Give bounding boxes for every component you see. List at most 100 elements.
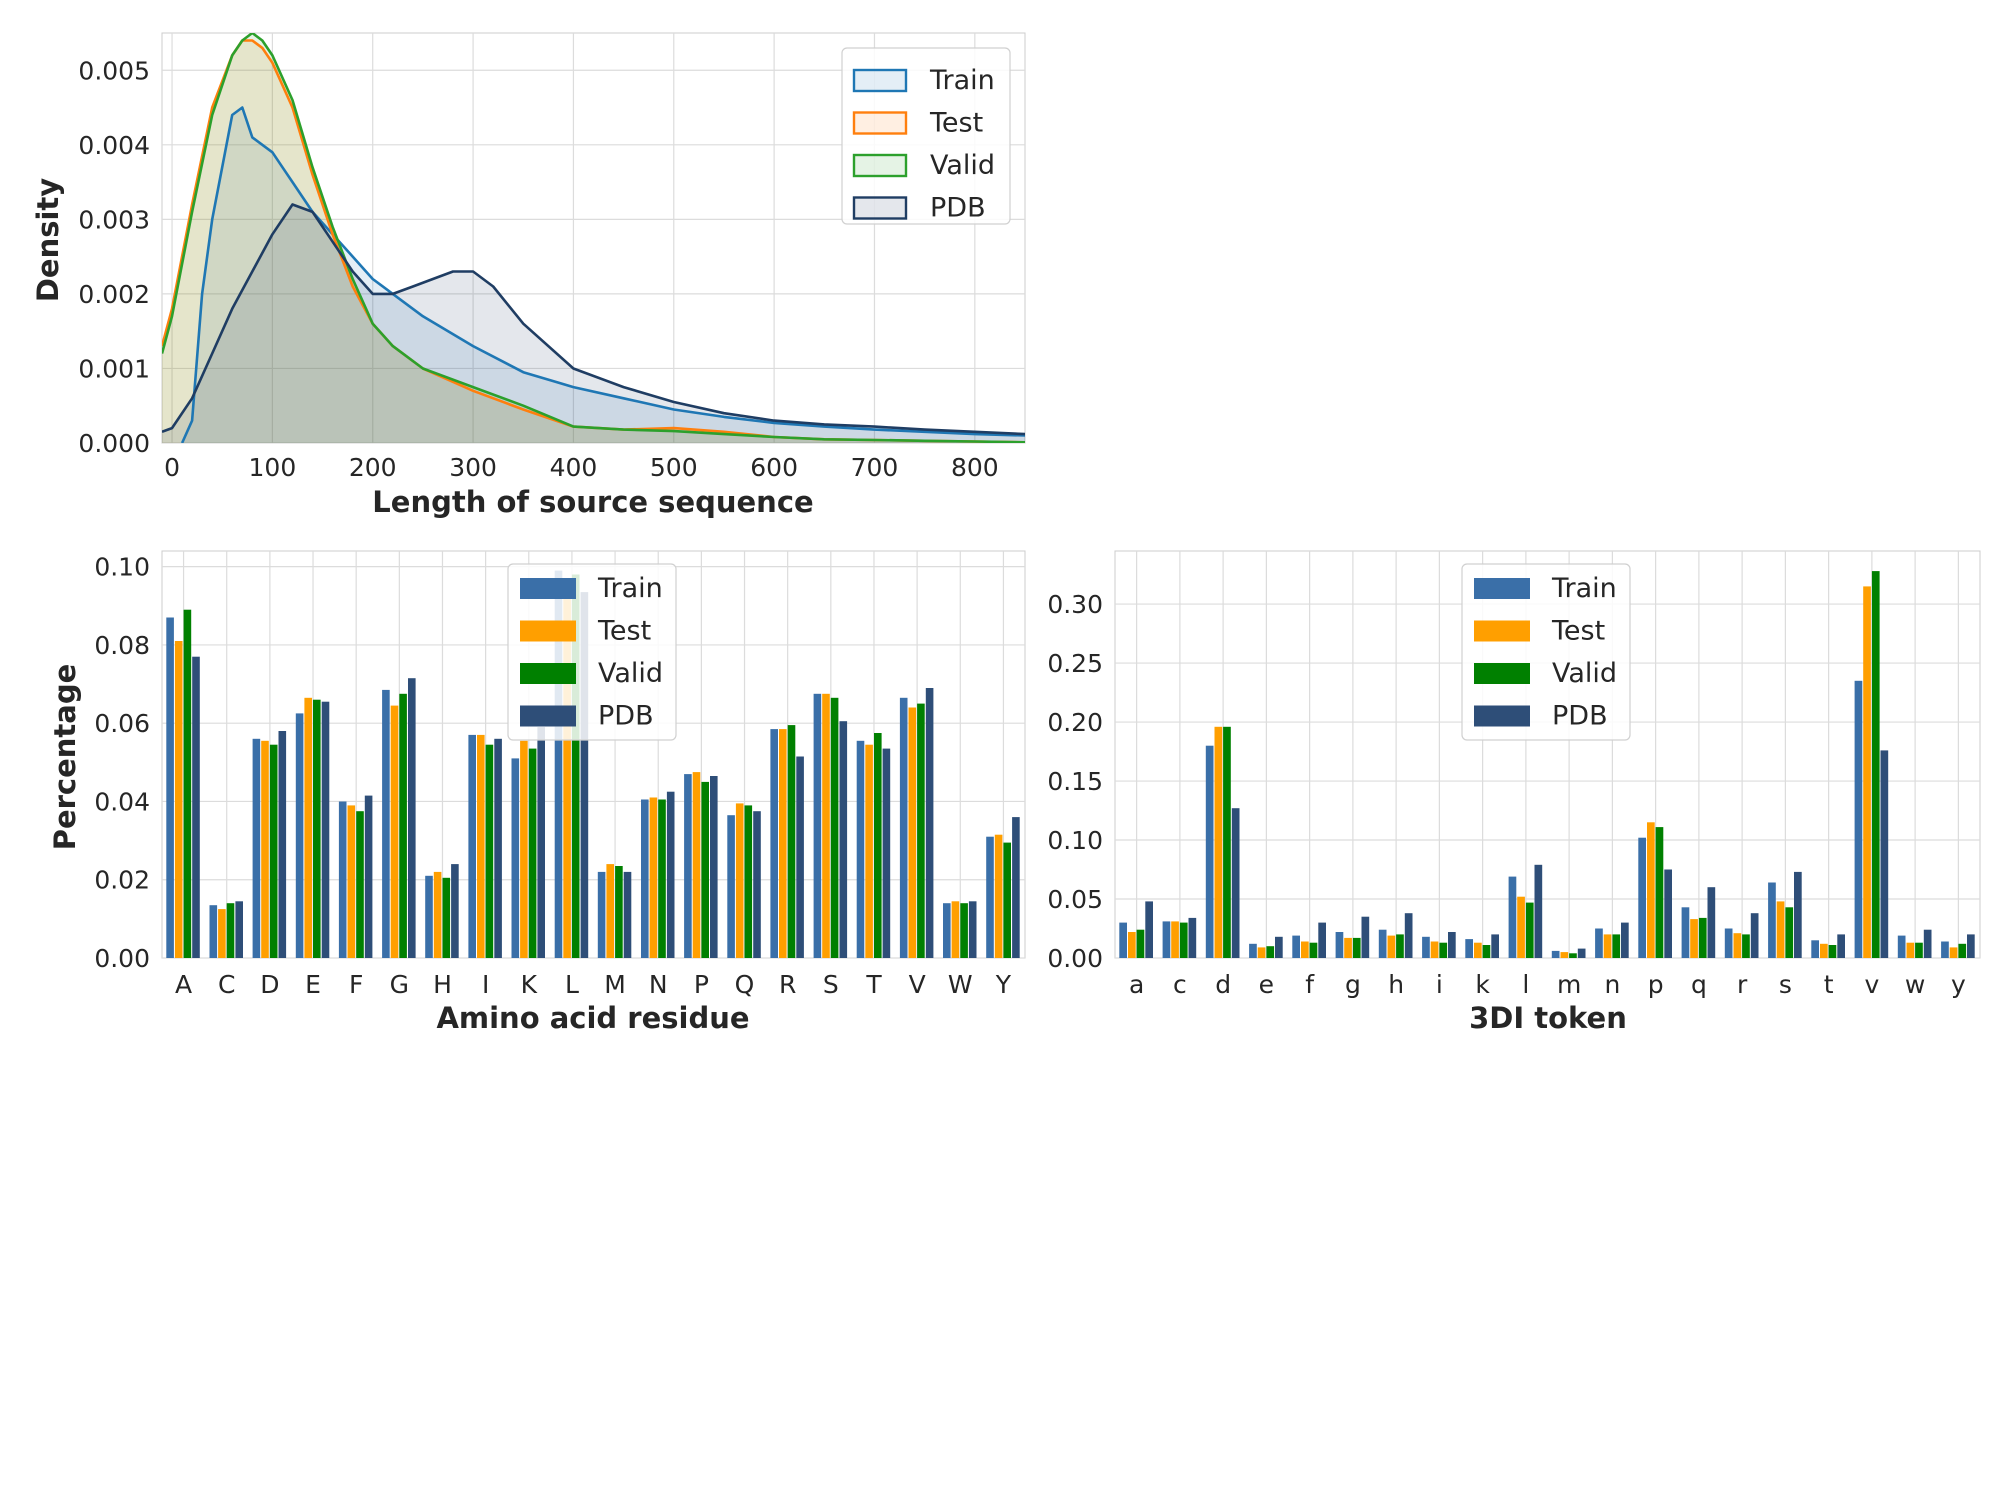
token-bar-valid	[1785, 907, 1794, 958]
amino-y-tick-label: 0.10	[94, 553, 150, 582]
amino-bar-valid	[269, 744, 278, 958]
token-legend-swatch-train	[1474, 578, 1530, 599]
amino-bar-test	[347, 805, 356, 958]
token-legend-label-valid: Valid	[1552, 658, 1617, 689]
amino-bar-pdb	[796, 756, 804, 958]
amino-x-tick-label: I	[482, 970, 489, 999]
token-x-tick-label: f	[1305, 970, 1315, 999]
token-x-tick-label: w	[1905, 970, 1925, 999]
amino-bar-test	[735, 803, 744, 958]
token-bar-pdb	[1188, 917, 1197, 958]
token-legend-swatch-test	[1474, 620, 1530, 642]
amino-bar-pdb	[537, 727, 545, 958]
amino-legend: Train Test Valid PDB	[507, 563, 677, 741]
amino-x-tick-label: D	[260, 970, 279, 999]
amino-y-tick-label: 0.08	[94, 631, 150, 660]
amino-bar-pdb	[192, 656, 200, 958]
amino-x-tick-label: R	[779, 970, 796, 999]
amino-bar-test	[390, 705, 399, 958]
token-bar-pdb	[1534, 864, 1543, 958]
density-plot-panel: 0 100 200 300 400 500 600 700 800 0.000 0.001 0.002…	[31, 32, 1026, 519]
amino-bar-pdb	[968, 901, 977, 958]
token-bar-valid	[1266, 946, 1275, 958]
token-bar-pdb	[1923, 929, 1932, 958]
amino-legend-label-pdb: PDB	[598, 701, 654, 732]
density-y-tick-label: 0.002	[78, 280, 150, 309]
token-bar-valid	[1655, 827, 1664, 958]
density-y-tick-label: 0.003	[78, 205, 150, 234]
amino-bar-valid	[528, 748, 537, 958]
density-line-valid	[162, 33, 1025, 443]
token-bar-test	[1430, 941, 1439, 958]
amino-bar-valid	[615, 866, 623, 958]
amino-bar-pdb	[710, 776, 718, 958]
amino-x-tick-label: L	[565, 970, 579, 999]
token-bar-train	[1205, 745, 1214, 958]
amino-x-tick-label: K	[521, 970, 538, 999]
amino-bar-train	[511, 758, 520, 958]
token-x-tick-label: e	[1259, 970, 1274, 999]
token-y-tick-label: 0.20	[1047, 708, 1103, 737]
density-line-train	[180, 106, 1025, 443]
amino-bar-test	[606, 864, 614, 958]
amino-bar-valid	[356, 811, 364, 958]
amino-acid-bar-panel: 0.00 0.02 0.04 0.06 0.08 0.10 A C D E F G H I K L M N P Q R S…	[48, 550, 1026, 1035]
token-legend-swatch-pdb	[1474, 705, 1530, 727]
amino-x-tick-label: W	[948, 970, 973, 999]
amino-x-tick-label: N	[649, 970, 668, 999]
amino-bar-test	[779, 729, 787, 958]
amino-bar-test	[865, 744, 873, 958]
token-bar-test	[1171, 921, 1179, 958]
amino-bar-train	[554, 570, 563, 958]
token-bar-valid	[1136, 929, 1145, 958]
token-x-tick-label: r	[1737, 970, 1748, 999]
amino-bar-valid	[485, 744, 494, 958]
token-y-tick-label: 0.05	[1047, 885, 1103, 914]
token-bar-valid	[1915, 942, 1923, 958]
token-bar-valid	[1396, 934, 1404, 958]
density-area-test	[162, 40, 1025, 443]
token-bars	[1119, 571, 1975, 958]
amino-bar-train	[641, 799, 649, 958]
token-bar-valid	[1223, 726, 1231, 958]
density-legend-swatch-test	[852, 111, 908, 135]
token-bar-test	[1690, 919, 1698, 958]
amino-bar-valid	[917, 703, 925, 958]
token-bar-test	[1863, 586, 1871, 958]
amino-x-tick-label: E	[305, 970, 321, 999]
token-bar-pdb	[1707, 887, 1716, 958]
token-bar-valid	[1352, 937, 1361, 958]
token-y-tick-label: 0.00	[1047, 944, 1103, 973]
token-bar-valid	[1179, 922, 1188, 958]
token-x-tick-label: a	[1129, 970, 1144, 999]
token-bar-test	[1733, 933, 1742, 958]
amino-bar-test	[433, 871, 442, 958]
token-bar-test	[1214, 726, 1223, 958]
token-bar-pdb	[1231, 808, 1240, 958]
token-x-tick-label: l	[1522, 970, 1529, 999]
amino-bar-train	[252, 738, 261, 958]
amino-bar-train	[295, 713, 304, 958]
amino-bar-valid	[399, 693, 407, 958]
token-y-tick-label: 0.10	[1047, 826, 1103, 855]
amino-x-tick-label: T	[865, 970, 882, 999]
amino-bar-valid	[701, 781, 709, 958]
amino-x-tick-label: A	[175, 970, 192, 999]
token-bar-train	[1638, 837, 1646, 958]
amino-bar-valid	[830, 697, 839, 958]
amino-bar-pdb	[839, 721, 848, 958]
token-x-tick-label: n	[1604, 970, 1620, 999]
amino-bar-train	[899, 697, 908, 958]
amino-bar-pdb	[364, 795, 373, 958]
token-bar-valid	[1439, 942, 1448, 958]
token-legend-swatch-valid	[1474, 663, 1530, 684]
token-bar-valid	[1309, 942, 1318, 958]
amino-bar-train	[166, 617, 174, 958]
token-bar-test	[1647, 822, 1655, 958]
amino-bar-train	[813, 693, 822, 958]
density-legend: Train Test Valid PDB	[841, 47, 1011, 225]
token-bar-test	[1906, 942, 1915, 958]
amino-bar-valid	[1003, 842, 1011, 958]
amino-bar-train	[770, 729, 778, 958]
